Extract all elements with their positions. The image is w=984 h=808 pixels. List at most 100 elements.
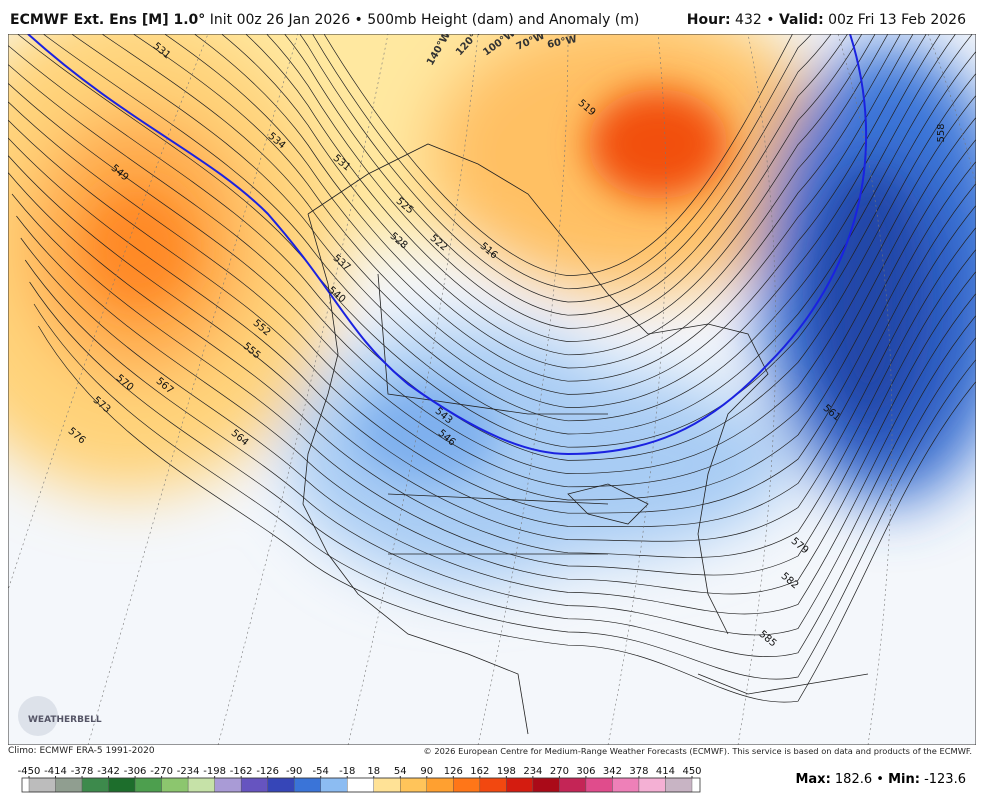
colorbar-swatch: [320, 777, 348, 793]
contour-line: [29, 281, 976, 657]
contour-line: [33, 303, 976, 680]
contour-line: [284, 34, 848, 316]
colorbar-label: 270: [550, 766, 569, 777]
colorbar-label: -198: [203, 766, 226, 777]
colorbar-label: 414: [656, 766, 675, 777]
contour-line: [245, 34, 876, 342]
logo: WEATHERBELL: [18, 696, 102, 736]
colorbar-label: -18: [339, 766, 355, 777]
colorbar-label: 198: [497, 766, 516, 777]
contour-line: [8, 119, 976, 514]
anomaly-field: [8, 34, 976, 584]
hour-label: Hour:: [686, 12, 731, 28]
contour-line: [132, 34, 927, 395]
colorbar-swatch: [585, 777, 613, 793]
contour-line: [8, 44, 976, 461]
colorbar-label: -450: [18, 766, 41, 777]
min-label: Min:: [888, 772, 920, 787]
colorbar-swatch: [267, 777, 295, 793]
contour-540: [27, 34, 868, 456]
copyright: © 2026 European Centre for Medium-Range …: [423, 746, 972, 756]
logo-text: WEATHERBELL: [28, 715, 102, 725]
contour-line: [24, 259, 976, 636]
contour-line: [8, 154, 976, 542]
contour-label: 558: [936, 123, 947, 142]
colorbar-label: 450: [682, 766, 701, 777]
graticule: [347, 34, 479, 745]
colorbar-label: -54: [313, 766, 329, 777]
description: Init 00z 26 Jan 2026 • 500mb Height (dam…: [209, 12, 640, 28]
contour-line: [8, 82, 976, 488]
max: 182.6: [834, 772, 873, 787]
colorbar-label: 306: [576, 766, 595, 777]
separator: •: [766, 12, 775, 28]
colorbar-swatch: [214, 777, 242, 793]
contour-line: [163, 34, 914, 382]
colorbar-label: 378: [629, 766, 648, 777]
colorbar-swatch: [400, 777, 427, 793]
contour-line: [20, 237, 976, 615]
valid: 00z Fri 13 Feb 2026: [828, 12, 966, 28]
max-label: Max:: [795, 772, 831, 787]
colorbar-label: -270: [150, 766, 173, 777]
graticule: [477, 34, 569, 745]
contour-line: [266, 34, 863, 329]
contour-line: [71, 34, 956, 422]
graticule: [837, 34, 893, 745]
colorbar-frame: [21, 777, 701, 793]
separator: •: [876, 772, 884, 787]
colorbar-swatch: [240, 777, 268, 793]
contours: [8, 34, 976, 745]
colorbar-swatch: [55, 777, 83, 793]
colorbar-label: -378: [71, 766, 94, 777]
colorbar-swatch: [294, 777, 321, 793]
stats: Max: 182.6 • Min: -123.6: [795, 772, 966, 787]
colorbar-label: 126: [444, 766, 463, 777]
colorbar-swatch: [532, 777, 560, 793]
colorbar-label: -162: [230, 766, 253, 777]
contour-line: [11, 193, 976, 576]
colorbar-swatch: [479, 777, 507, 793]
colorbar-swatch: [559, 777, 587, 793]
colorbar-swatch: [161, 777, 189, 793]
graticule: [737, 34, 776, 745]
graticule: [217, 34, 389, 745]
colorbar-swatch: [612, 777, 640, 793]
colorbar-swatch: [187, 777, 215, 793]
colorbar-swatch: [373, 777, 401, 793]
header-left: ECMWF Ext. Ens [M] 1.0° Init 00z 26 Jan …: [10, 12, 639, 28]
contour-line: [8, 171, 976, 558]
contour-line: [8, 63, 976, 474]
colorbar-swatch: [134, 777, 162, 793]
colorbar-swatch: [426, 777, 454, 793]
colorbar-label: 18: [367, 766, 380, 777]
colorbar-swatch: [347, 777, 374, 793]
contour-line: [312, 34, 812, 290]
hour: 432: [735, 12, 762, 28]
contour-line: [8, 101, 976, 501]
contour-line: [38, 325, 976, 703]
colorbar-swatch: [28, 777, 56, 793]
contour-line: [42, 34, 973, 435]
colorbar-label: -234: [177, 766, 200, 777]
colorbar-label: -306: [124, 766, 147, 777]
header-right: Hour: 432 • Valid: 00z Fri 13 Feb 2026: [687, 12, 966, 28]
colorbar-swatch: [638, 777, 666, 793]
contour-line: [193, 34, 901, 369]
colorbar-label: -414: [44, 766, 67, 777]
colorbar-label: -342: [97, 766, 120, 777]
colorbar-label: 342: [603, 766, 622, 777]
contour-line: [17, 34, 976, 448]
colorbar-label: 54: [394, 766, 407, 777]
contour-line: [8, 137, 976, 527]
contour-line: [299, 34, 832, 303]
min: -123.6: [924, 772, 966, 787]
colorbar-swatch: [81, 777, 109, 793]
climo: Climo: ECMWF ERA-5 1991-2020: [8, 746, 155, 756]
colorbar-label: -126: [256, 766, 279, 777]
colorbar-swatch: [108, 777, 136, 793]
contour-line: [323, 34, 793, 276]
colorbar-label: 90: [420, 766, 433, 777]
